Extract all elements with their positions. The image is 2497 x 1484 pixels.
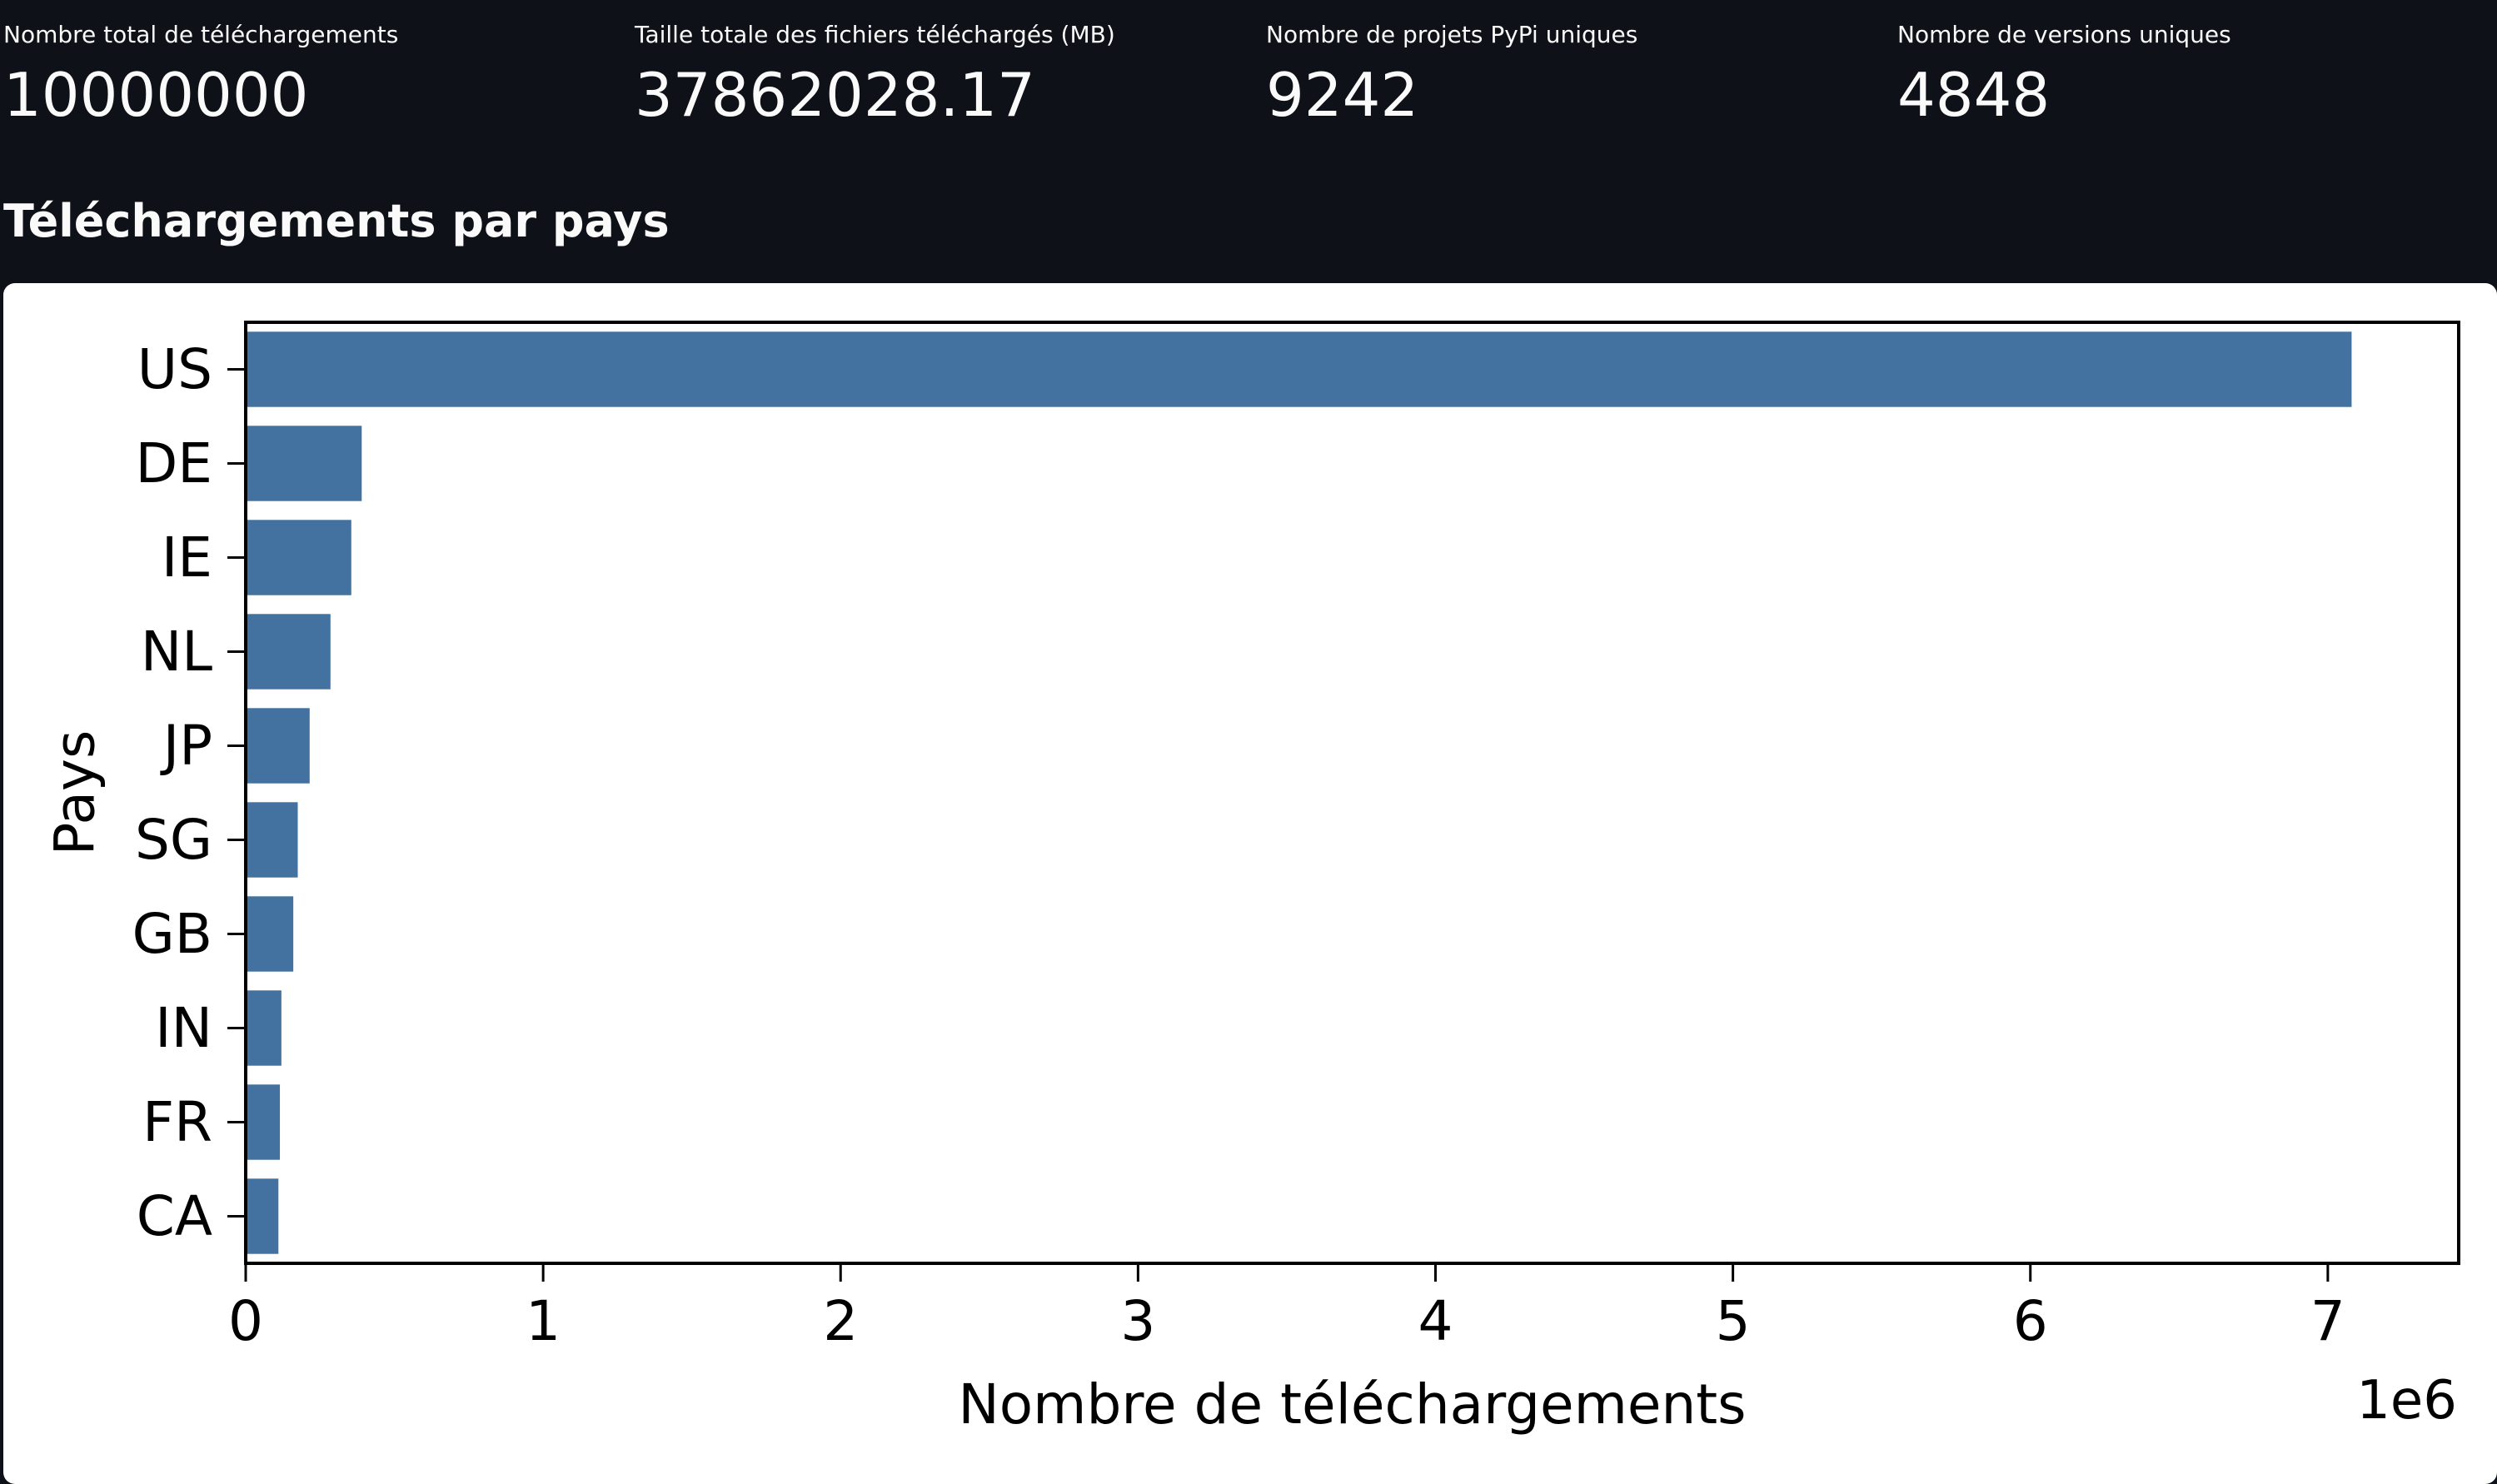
- x-tick-label: 4: [1418, 1289, 1453, 1353]
- y-tick-label: DE: [135, 431, 212, 495]
- metric-unique-versions: Nombre de versions uniques 4848: [1897, 18, 2497, 132]
- bar-nl: [246, 614, 331, 690]
- y-tick-label: CA: [137, 1184, 212, 1248]
- metric-value: 4848: [1897, 60, 2051, 130]
- bar-us: [246, 331, 2352, 407]
- bar-in: [246, 990, 282, 1066]
- metric-label: Nombre de versions uniques: [1897, 21, 2231, 48]
- x-axis-title: Nombre de téléchargements: [958, 1372, 1746, 1437]
- metric-label: Nombre total de téléchargements: [3, 21, 399, 48]
- metric-label: Nombre de projets PyPi uniques: [1266, 21, 1638, 48]
- metric-value: 10000000: [3, 60, 309, 130]
- bar-ca: [246, 1178, 279, 1254]
- y-tick-label: US: [137, 337, 212, 401]
- section-title: Téléchargements par pays: [3, 195, 670, 247]
- metric-total-size: Taille totale des fichiers téléchargés (…: [635, 18, 1251, 132]
- chart-card: US DE IE NL JP SG GB IN FR CA 0 1 2 3 4 5 6 7 Nombre de …: [3, 283, 2497, 1484]
- metric-value: 9242: [1266, 60, 1419, 130]
- downloads-by-country-chart: US DE IE NL JP SG GB IN FR CA 0 1 2 3 4 5 6 7 Nombre de …: [43, 321, 2460, 1437]
- y-tick-label: NL: [141, 620, 212, 684]
- bar-de: [246, 426, 362, 501]
- x-tick-label: 6: [2013, 1289, 2048, 1353]
- x-tick-label: 0: [228, 1289, 263, 1353]
- x-tick-label: 7: [2310, 1289, 2345, 1353]
- bar-sg: [246, 802, 298, 878]
- metric-unique-projects: Nombre de projets PyPi uniques 9242: [1266, 18, 1882, 132]
- metric-label: Taille totale des fichiers téléchargés (…: [635, 21, 1115, 48]
- bars-group: [246, 331, 2352, 1254]
- metric-value: 37862028.17: [635, 60, 1035, 130]
- y-tick-label: FR: [142, 1090, 212, 1154]
- y-tick-label: IN: [155, 996, 212, 1060]
- y-tick-label: SG: [135, 808, 212, 872]
- y-axis: US DE IE NL JP SG GB IN FR CA: [132, 337, 246, 1248]
- metric-total-downloads: Nombre total de téléchargements 10000000: [3, 18, 620, 132]
- x-axis-offset-label: 1e6: [2356, 1370, 2457, 1432]
- y-tick-label: JP: [160, 714, 212, 778]
- metrics-row: Nombre total de téléchargements 10000000…: [0, 0, 2497, 167]
- x-tick-label: 5: [1716, 1289, 1751, 1353]
- plot-frame: [244, 321, 2460, 1265]
- y-axis-title: Pays: [43, 730, 107, 856]
- x-tick-label: 1: [526, 1289, 561, 1353]
- bar-ie: [246, 520, 351, 595]
- x-axis: 0 1 2 3 4 5 6 7: [228, 1263, 2345, 1353]
- y-tick-label: IE: [162, 525, 212, 590]
- y-tick-label: GB: [132, 902, 212, 966]
- x-tick-label: 3: [1120, 1289, 1155, 1353]
- bar-fr: [246, 1084, 281, 1160]
- bar-gb: [246, 896, 294, 972]
- x-tick-label: 2: [823, 1289, 858, 1353]
- bar-jp: [246, 708, 310, 784]
